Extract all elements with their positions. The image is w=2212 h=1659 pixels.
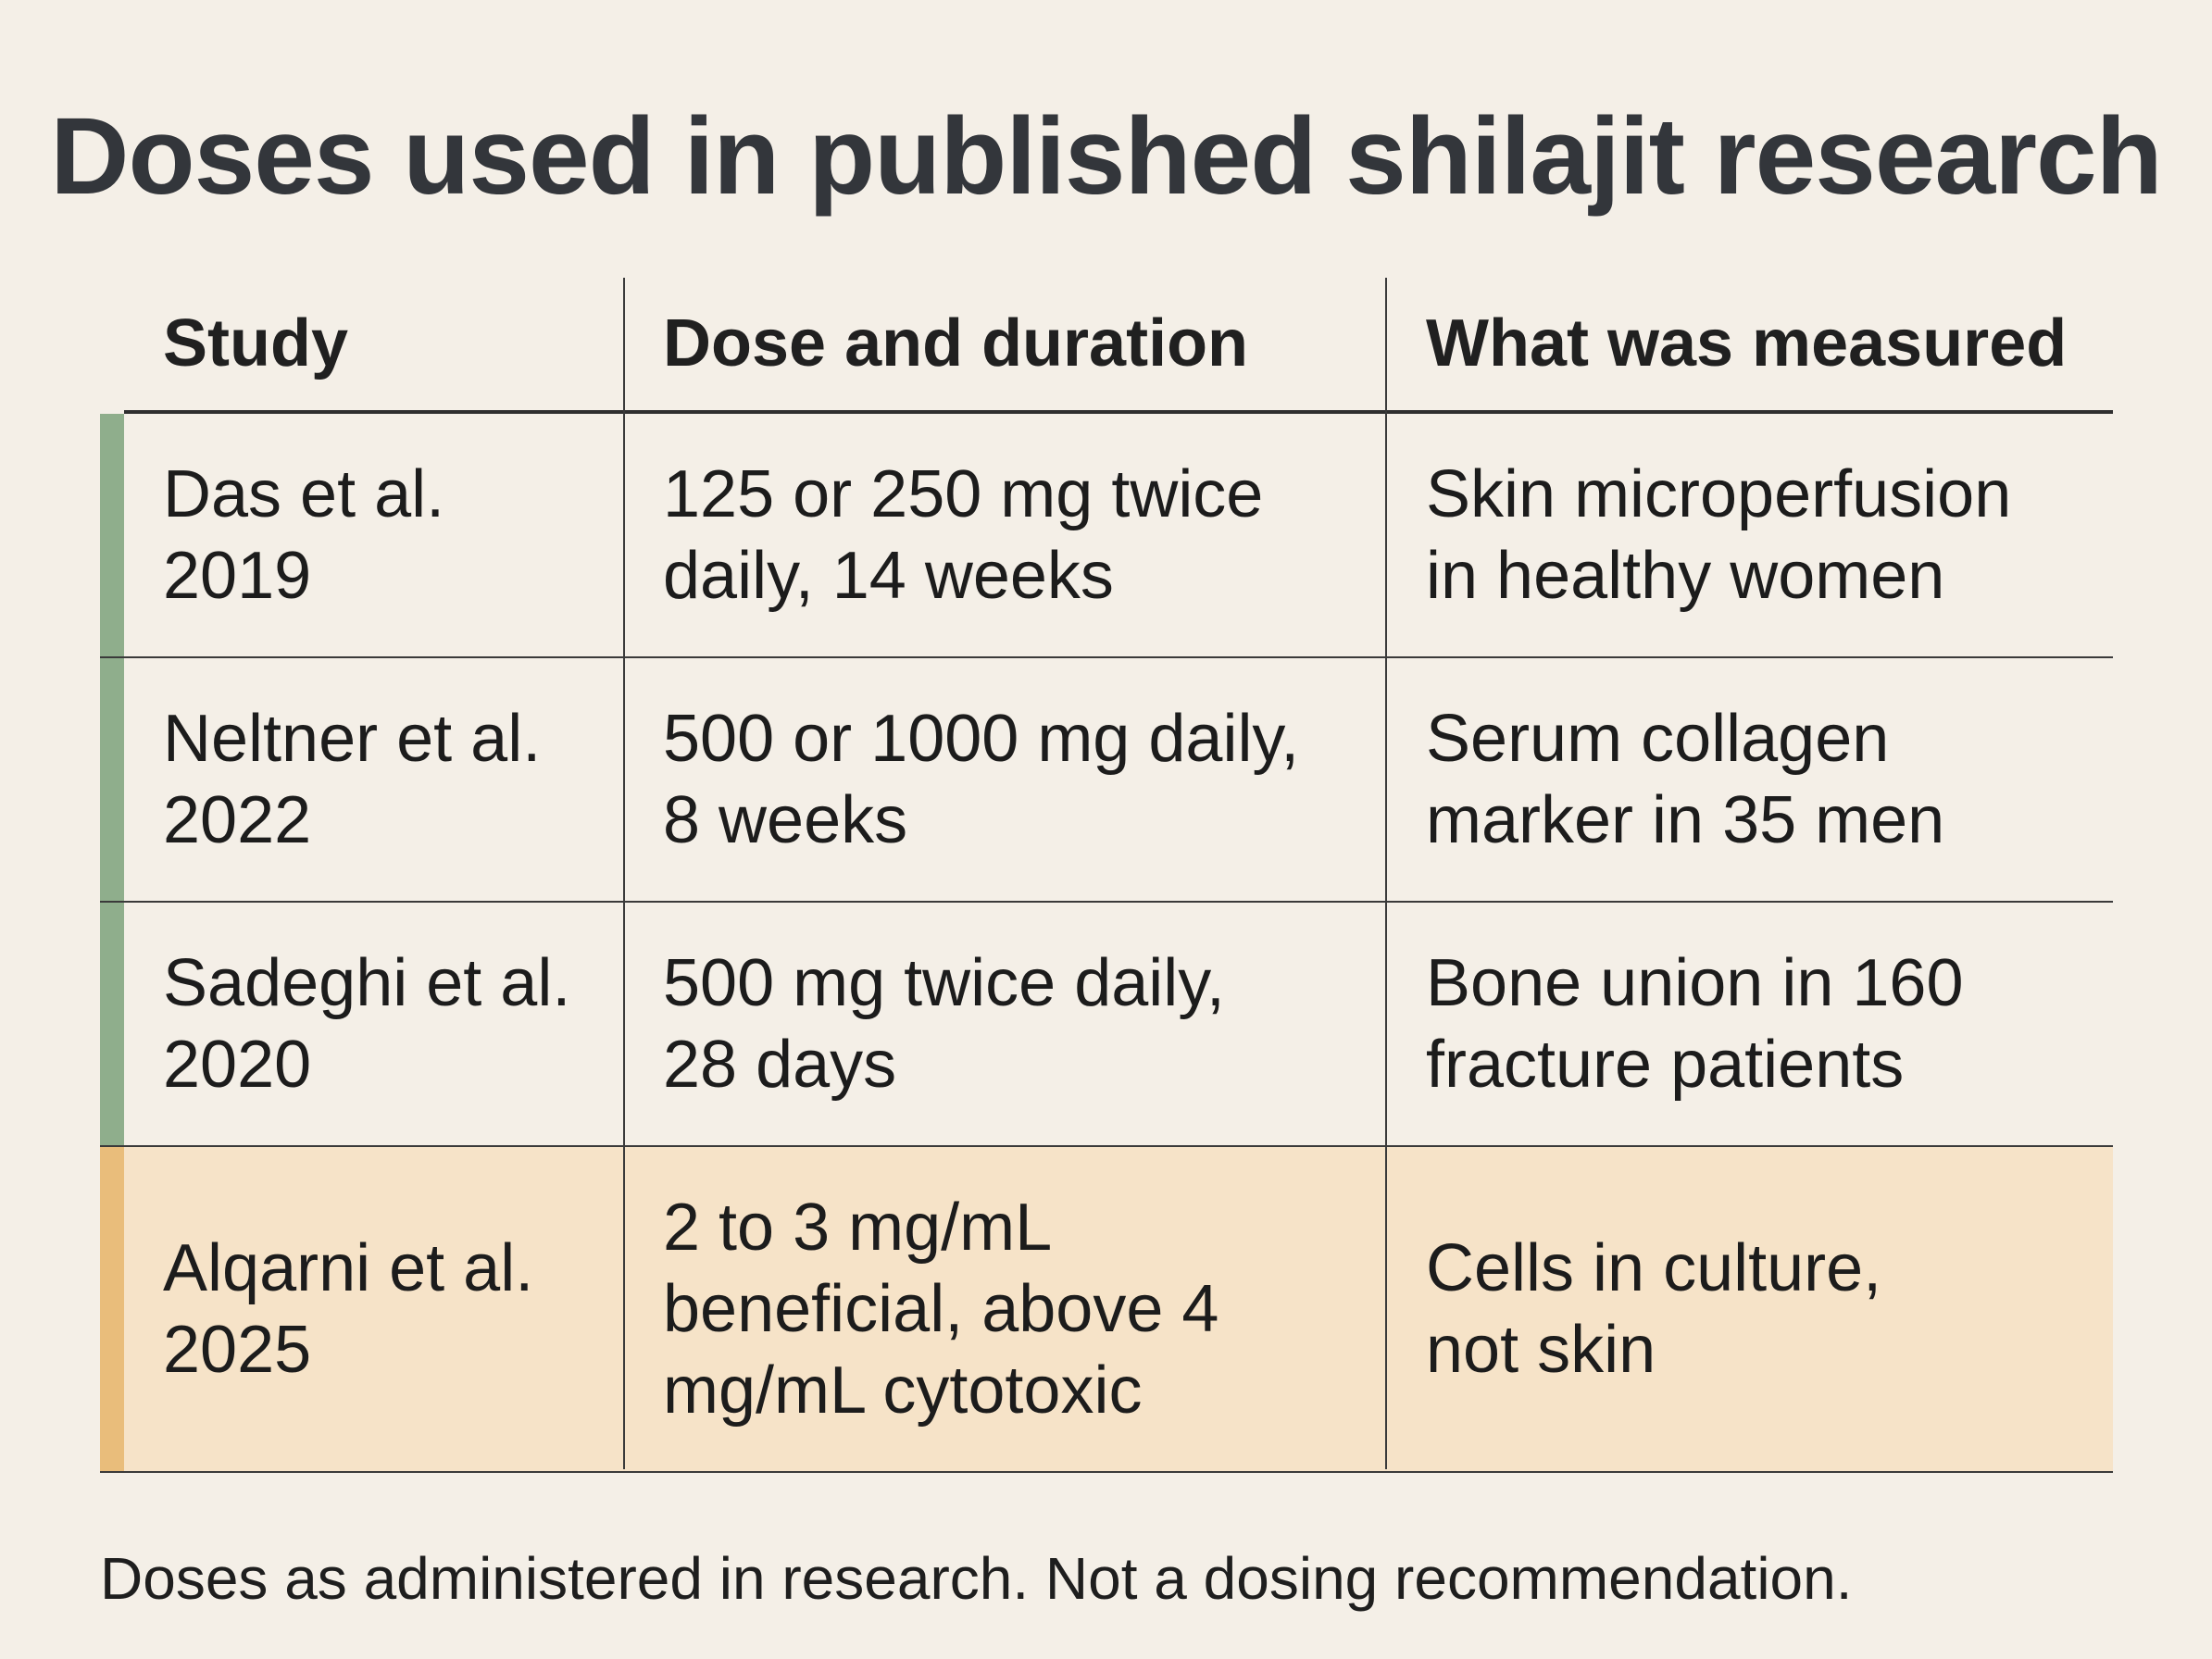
table-row: Sadeghi et al. 2020 500 mg twice daily, 28…: [100, 903, 2113, 1147]
study-cell: Sadeghi et al. 2020: [163, 946, 571, 1102]
header-dose-duration: Dose and duration: [663, 306, 1249, 380]
table-header-row: Study Dose and duration What was measure…: [124, 278, 2113, 414]
footnote: Doses as administered in research. Not a…: [100, 1545, 1853, 1612]
measured-cell: Cells in culture, not skin: [1426, 1231, 1882, 1387]
row-accent-bar: [100, 658, 124, 901]
measured-cell: Skin microperfusion in healthy women: [1426, 457, 2012, 613]
header-study: Study: [163, 306, 349, 380]
measured-cell: Bone union in 160 fracture patients: [1426, 946, 1964, 1102]
study-cell: Das et al. 2019: [163, 457, 445, 613]
dose-cell: 500 mg twice daily, 28 days: [663, 946, 1225, 1102]
column-divider: [1385, 278, 1387, 1469]
row-highlight: [124, 1147, 2113, 1471]
table-row-highlighted: Alqarni et al. 2025 2 to 3 mg/mL beneficia…: [100, 1147, 2113, 1473]
header-what-measured: What was measured: [1426, 306, 2068, 380]
row-accent-bar: [100, 414, 124, 656]
dose-cell: 500 or 1000 mg daily, 8 weeks: [663, 702, 1300, 857]
column-divider: [623, 278, 625, 1469]
page-title: Doses used in published shilajit researc…: [50, 95, 2162, 218]
study-cell: Neltner et al. 2022: [163, 702, 542, 857]
row-accent-bar: [100, 1147, 124, 1471]
table-row: Neltner et al. 2022 500 or 1000 mg daily,…: [100, 658, 2113, 903]
dose-table: Study Dose and duration What was measure…: [100, 278, 2113, 1473]
measured-cell: Serum collagen marker in 35 men: [1426, 702, 1945, 857]
dose-cell: 125 or 250 mg twice daily, 14 weeks: [663, 457, 1264, 613]
table-row: Das et al. 2019 125 or 250 mg twice daily,…: [100, 414, 2113, 658]
study-cell: Alqarni et al. 2025: [163, 1231, 534, 1387]
dose-cell: 2 to 3 mg/mL beneficial, above 4 mg/mL cyt…: [663, 1191, 1219, 1428]
row-accent-bar: [100, 903, 124, 1145]
